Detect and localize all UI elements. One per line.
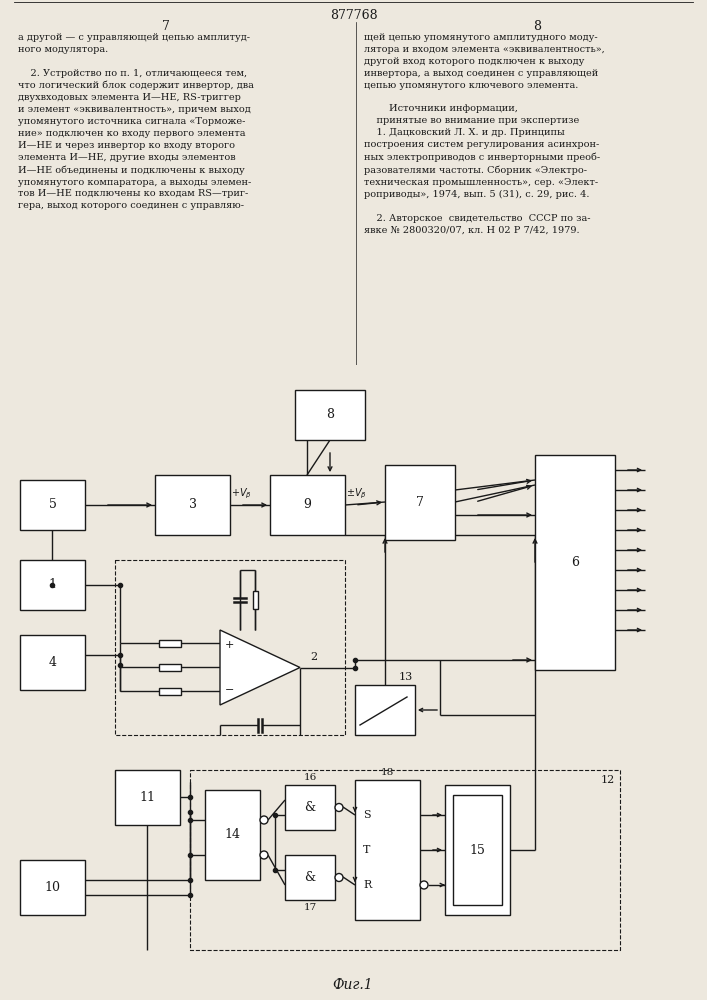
Text: 1: 1 (49, 578, 57, 591)
Bar (535, 455, 615, 670)
Bar (155, 475, 230, 535)
Text: 6: 6 (571, 556, 579, 569)
Text: 14: 14 (225, 828, 240, 842)
Bar (20, 635, 85, 690)
Bar (115, 770, 180, 825)
Circle shape (260, 816, 268, 824)
Text: R: R (363, 880, 371, 890)
Text: 877768: 877768 (329, 9, 378, 22)
Circle shape (420, 881, 428, 889)
Bar (190, 770, 620, 950)
Text: 9: 9 (303, 498, 312, 512)
Bar (453, 795, 502, 905)
Text: +: + (225, 640, 235, 650)
Bar (20, 560, 85, 610)
Text: а другой — с управляющей цепью амплитуд-
ного модулятора.

    2. Устройство по : а другой — с управляющей цепью амплитуд-… (18, 33, 254, 210)
Text: Фиг.1: Фиг.1 (333, 978, 373, 992)
Bar (285, 855, 335, 900)
Text: $+V_\beta$: $+V_\beta$ (231, 487, 252, 501)
Bar (285, 785, 335, 830)
Text: 7: 7 (416, 496, 424, 509)
Circle shape (335, 874, 343, 882)
Text: 10: 10 (45, 881, 61, 894)
Text: 16: 16 (303, 773, 317, 782)
Text: 17: 17 (303, 903, 317, 912)
Text: 4: 4 (49, 656, 57, 669)
Text: 15: 15 (469, 844, 486, 856)
Bar (252, 591, 257, 609)
Bar (159, 640, 181, 647)
Bar (159, 664, 181, 670)
Text: $\pm V_\beta$: $\pm V_\beta$ (346, 487, 367, 501)
Text: 8: 8 (533, 20, 542, 33)
Bar (270, 475, 345, 535)
Bar (115, 560, 345, 735)
Text: &: & (305, 871, 315, 884)
Bar (355, 780, 420, 920)
Bar (205, 790, 260, 880)
Bar (385, 465, 455, 540)
Text: 7: 7 (162, 20, 170, 33)
Text: 18: 18 (381, 768, 394, 777)
Polygon shape (220, 630, 300, 705)
Text: 8: 8 (326, 408, 334, 422)
Bar (159, 688, 181, 694)
Text: −: − (225, 685, 235, 695)
Text: 11: 11 (139, 791, 156, 804)
Bar (355, 685, 415, 735)
Bar (445, 785, 510, 915)
Circle shape (335, 804, 343, 812)
Text: 2: 2 (310, 652, 317, 662)
Text: щей цепью упомянутого амплитудного моду-
лятора и входом элемента «эквивалентнос: щей цепью упомянутого амплитудного моду-… (364, 33, 605, 234)
Circle shape (260, 851, 268, 859)
Text: 12: 12 (601, 775, 615, 785)
Text: 13: 13 (399, 672, 413, 682)
Text: 3: 3 (189, 498, 197, 512)
Text: T: T (363, 845, 370, 855)
Bar (20, 480, 85, 530)
Text: 5: 5 (49, 498, 57, 512)
Bar (295, 390, 365, 440)
Text: &: & (305, 801, 315, 814)
Bar (20, 860, 85, 915)
Text: S: S (363, 810, 370, 820)
